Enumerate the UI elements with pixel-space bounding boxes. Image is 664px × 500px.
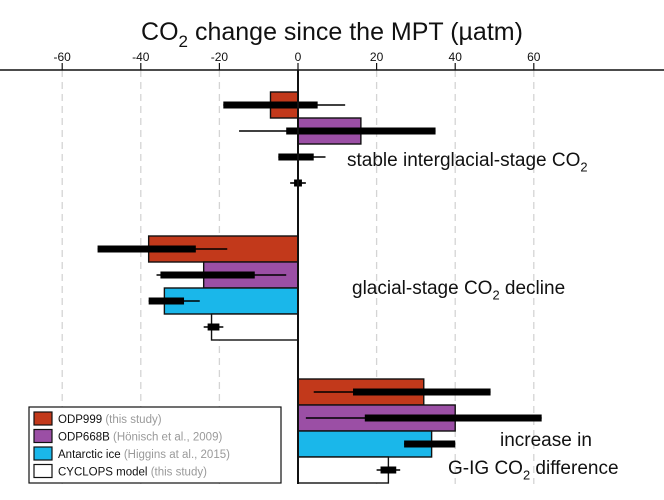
bar-cyclops-model (297, 456, 390, 484)
group-label: increase in (500, 430, 592, 451)
x-tick-label: -20 (211, 50, 229, 64)
legend-entry: Antarctic ice (Higgins at al., 2015) (58, 449, 230, 461)
x-tick-label: 20 (370, 50, 384, 64)
bar-cyclops-model (210, 313, 299, 341)
group-label: glacial-stage CO2 decline (352, 278, 565, 302)
group-label: G-IG CO2 difference (448, 458, 619, 482)
x-tick-label: -60 (54, 50, 72, 64)
legend-swatch (33, 446, 53, 461)
chart-title: CO2 change since the MPT (µatm) (141, 18, 523, 51)
legend-entry: ODP668B (Hönisch et al., 2009) (58, 432, 222, 444)
legend-swatch (33, 463, 53, 479)
legend-entry: CYCLOPS model (this study) (58, 467, 207, 479)
x-tick-label: -40 (132, 50, 150, 64)
legend-swatch (33, 411, 53, 426)
x-tick-label: 60 (527, 50, 541, 64)
legend-box (28, 406, 282, 484)
x-tick-label: 0 (295, 50, 302, 64)
legend-entry: ODP999 (this study) (58, 414, 162, 426)
x-tick-label: 40 (449, 50, 463, 64)
group-label: stable interglacial-stage CO2 (347, 150, 588, 174)
legend-swatch (33, 428, 53, 444)
